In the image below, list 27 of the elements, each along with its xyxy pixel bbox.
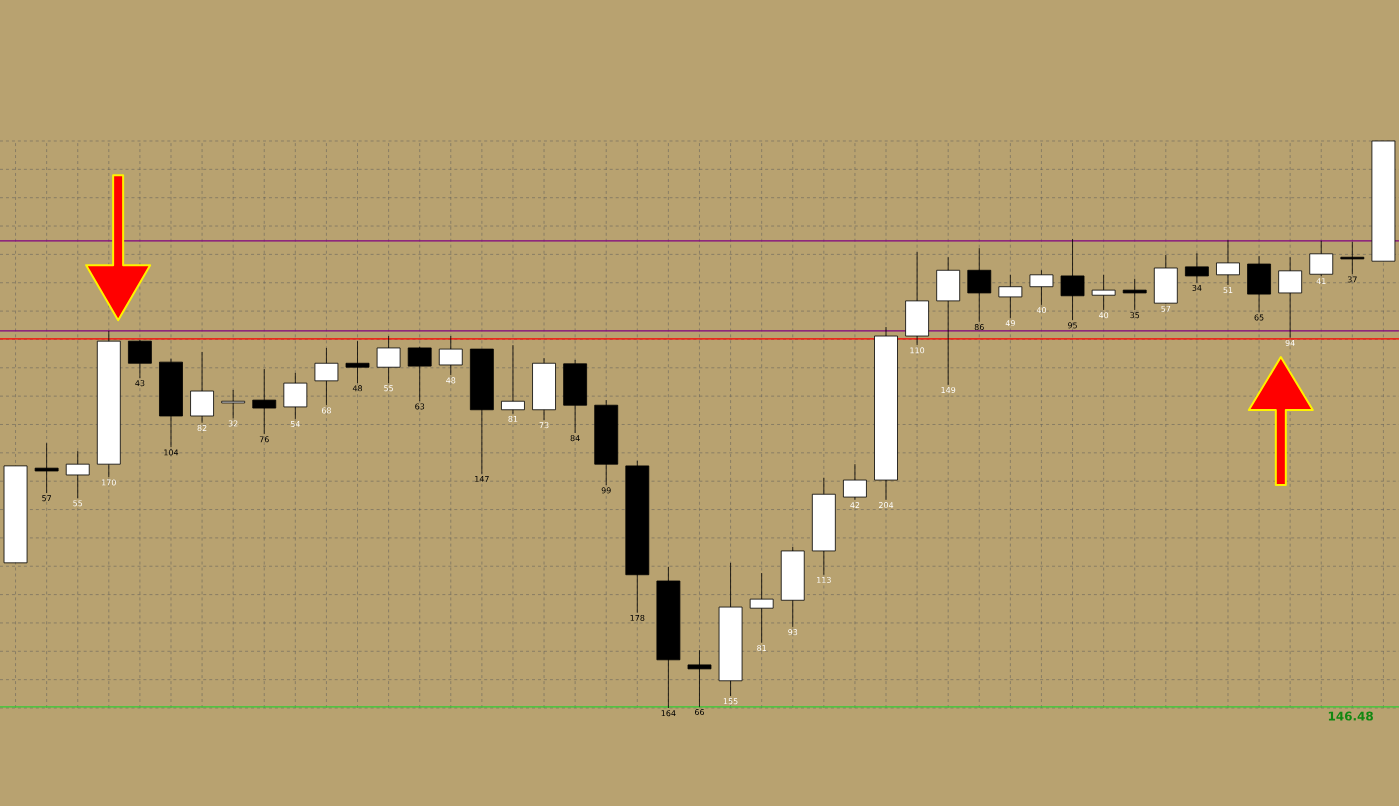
candlestick — [1091, 274, 1116, 311]
candlestick — [749, 572, 774, 644]
candlestick — [843, 463, 867, 501]
candlestick — [127, 339, 152, 379]
candlestick — [283, 372, 308, 420]
candlestick — [438, 335, 463, 376]
candlestick — [65, 450, 90, 499]
candlestick — [221, 389, 246, 419]
candlestick — [407, 346, 432, 402]
candlestick — [34, 442, 59, 494]
candlestick — [967, 247, 992, 323]
candlestick — [501, 344, 525, 415]
candlestick — [1184, 252, 1209, 284]
candlestick — [1216, 239, 1240, 286]
candlestick — [1309, 240, 1334, 277]
candlestick — [314, 347, 339, 406]
candlestick — [998, 274, 1023, 319]
candlestick — [1278, 256, 1303, 339]
text: 146.48 — [1328, 711, 1373, 721]
candlestick — [1122, 278, 1147, 311]
candlestick — [1060, 238, 1085, 321]
candlestick — [687, 649, 712, 708]
candlestick — [252, 368, 277, 435]
candlestick — [376, 335, 401, 384]
candlestick — [1340, 241, 1365, 275]
candlestick — [345, 340, 370, 384]
candlestick — [1029, 269, 1054, 306]
